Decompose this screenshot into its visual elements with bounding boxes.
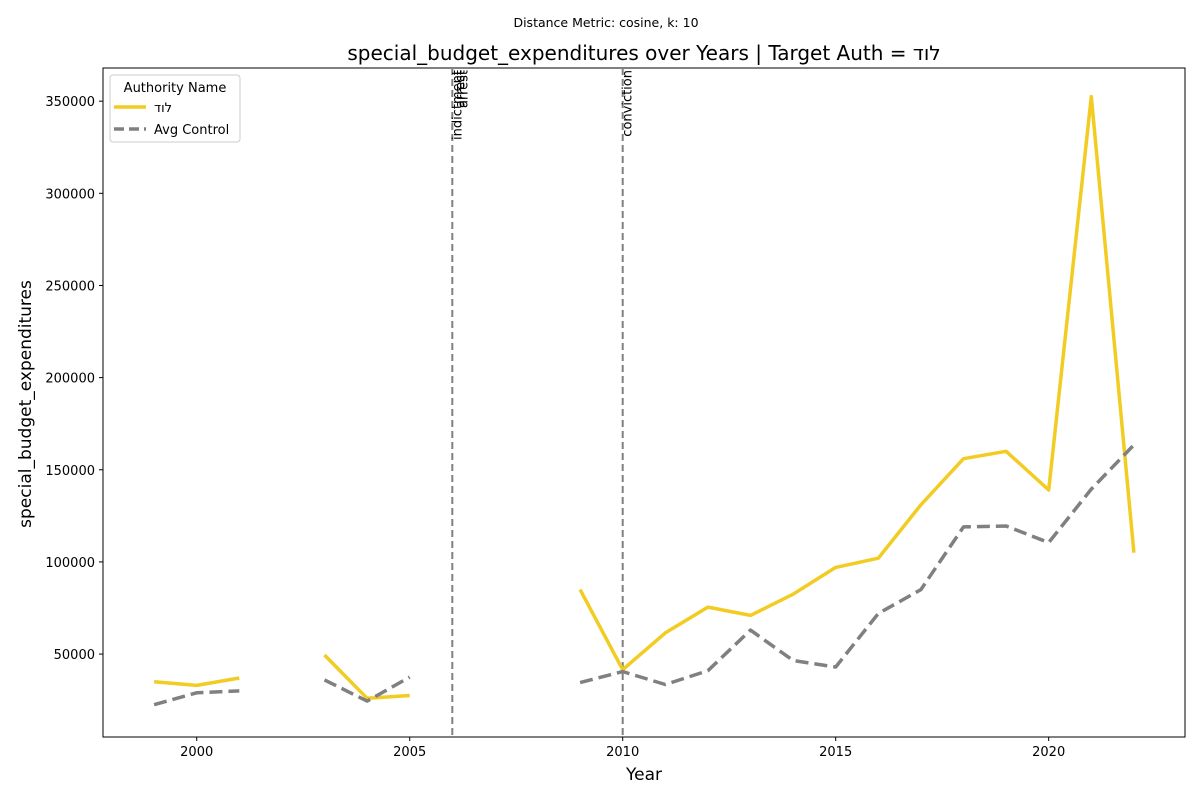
event-label: indictment <box>450 70 465 140</box>
legend-title: Authority Name <box>124 81 227 96</box>
legend-label-series-1: לוד <box>154 101 172 116</box>
y-tick-label: 300000 <box>45 187 95 202</box>
y-tick-label: 350000 <box>45 95 95 110</box>
y-tick-label: 250000 <box>45 279 95 294</box>
x-axis-label: Year <box>625 765 662 785</box>
x-tick-label: 2015 <box>819 745 852 760</box>
series-2-line <box>153 689 240 707</box>
chart-suptitle: Distance Metric: cosine, k: 10 <box>513 15 698 30</box>
y-tick-label: 50000 <box>54 648 95 663</box>
y-tick-label: 100000 <box>45 556 95 571</box>
y-axis-label: special_budget_expenditures <box>16 280 36 528</box>
legend-label-series-2: Avg Control <box>154 123 229 138</box>
x-tick-label: 2020 <box>1032 745 1065 760</box>
legend: Authority Name לוד Avg Control <box>109 74 241 143</box>
series-2-line <box>323 675 411 703</box>
y-tick-label: 150000 <box>45 464 95 479</box>
plot-frame <box>102 67 1186 738</box>
x-tick-label: 2000 <box>180 745 213 760</box>
series-1-line <box>153 676 240 688</box>
series-lines <box>153 94 1136 707</box>
y-tick-label: 200000 <box>45 372 95 387</box>
x-tick-label: 2010 <box>606 745 639 760</box>
event-label: arrest <box>456 70 471 108</box>
legend-box <box>109 74 241 143</box>
axis-ticks: 2000 2005 2010 2015 2020 50000 100000 150000 200… <box>45 95 1065 760</box>
event-label: arrest <box>453 70 468 108</box>
event-label: conviction <box>621 70 636 137</box>
x-tick-label: 2005 <box>393 745 426 760</box>
chart-title: special_budget_expenditures over Years |… <box>347 41 940 65</box>
series-1-line <box>578 94 1136 672</box>
series-2-line <box>579 443 1136 687</box>
series-1-line <box>323 653 410 701</box>
